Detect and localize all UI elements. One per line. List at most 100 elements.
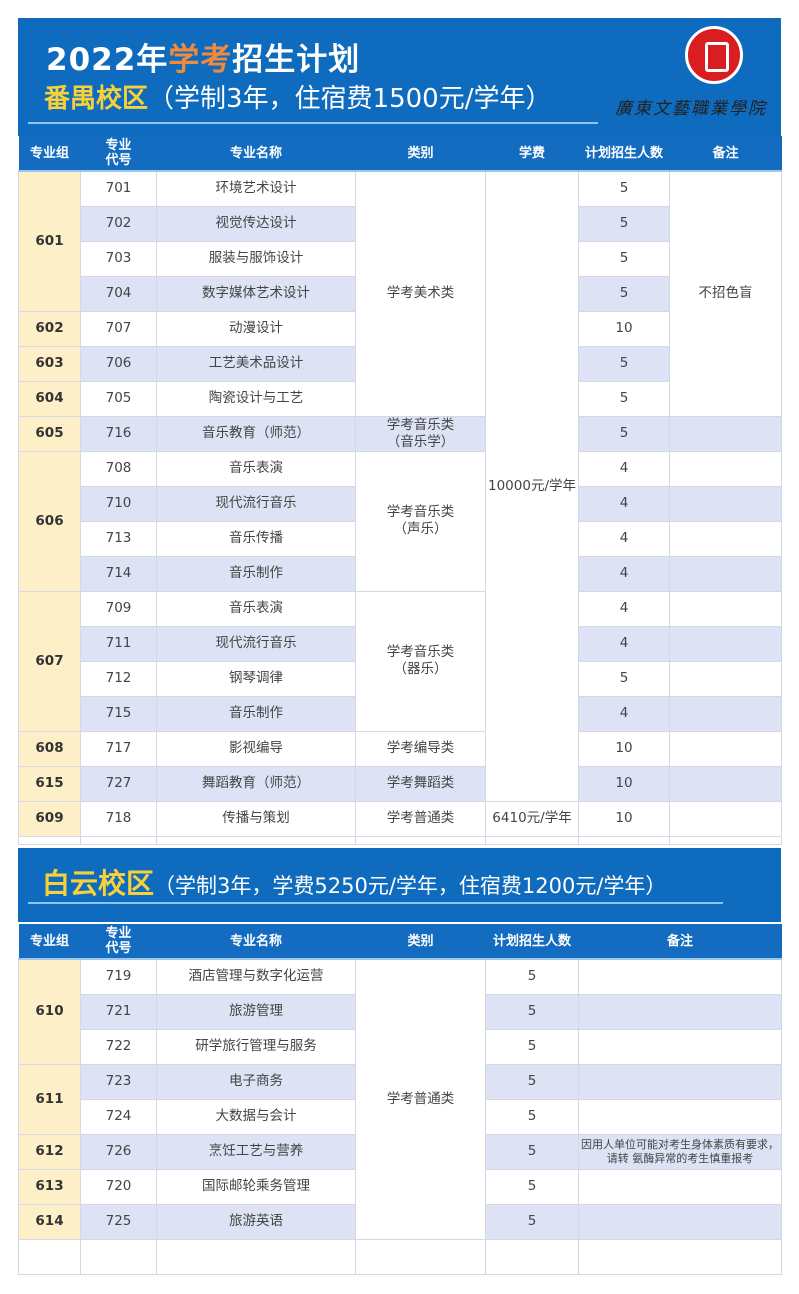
table-row: 712 钢琴调律 5 [19,660,782,697]
category: 学考音乐类 （器乐） [355,590,486,732]
column-header-label: 专业组 [29,145,69,161]
major-group: 613 [18,1168,81,1205]
column-header: 学费 [485,136,579,172]
table-row: 615 727 舞蹈教育（师范） 学考舞蹈类 10 [18,765,782,802]
major-code: 710 [80,485,157,522]
category: 学考普通类 [355,800,486,837]
enrollment-count: 5 [578,415,670,452]
enrollment-count: 4 [578,450,670,487]
school-calligraphy-logo: 廣東文藝職業學院 [615,99,767,119]
table-row: 721 旅游管理 5 [19,993,782,1030]
enrollment-count: 5 [485,993,579,1030]
major-group: 607 [18,590,81,732]
column-header-label: 备注 [712,145,739,161]
major-name: 国际邮轮乘务管理 [156,1168,356,1205]
table-row: 722 研学旅行管理与服务 5 [19,1028,782,1065]
major-code: 718 [80,800,157,837]
remark: 因用人单位可能对考生身体素质有要求，请转 氨酶异常的考生慎重报考 [578,1133,782,1170]
table-row: 607 709 音乐表演 学考音乐类 （器乐） 4 [18,590,782,732]
enrollment-count: 5 [578,240,670,277]
enrollment-count: 5 [578,275,670,312]
column-header: 专业代号 [80,924,157,960]
table-row: 603 706 工艺美术品设计 5 [18,345,782,382]
divider [28,902,723,904]
major-name: 舞蹈教育（师范） [156,765,356,802]
major-group: 612 [18,1133,81,1170]
category: 学考美术类 [355,170,486,417]
empty-cell [355,835,486,845]
major-code: 716 [80,415,157,452]
table-row: 608 717 影视编导 学考编导类 10 [18,730,782,767]
column-header-label: 专业组 [29,933,69,949]
empty-cell [156,1238,356,1275]
major-code: 705 [80,380,157,417]
table-row: 601 701 环境艺术设计 学考美术类 10000元/学年 5 不招色盲 [18,170,782,802]
empty-row [18,835,782,845]
enrollment-count: 5 [578,345,670,382]
major-name: 旅游英语 [156,1203,356,1240]
major-code: 702 [80,205,157,242]
empty-cell [80,835,157,845]
column-header-label: 学费 [518,145,545,161]
enrollment-count: 10 [578,310,670,347]
remark [669,800,782,837]
tuition: 10000元/学年 [485,170,579,802]
enrollment-count: 10 [578,730,670,767]
table-row: 715 音乐制作 4 [19,695,782,732]
major-code: 723 [80,1063,157,1100]
major-code: 720 [80,1168,157,1205]
table-row: 604 705 陶瓷设计与工艺 5 [18,380,782,417]
category: 学考音乐类 （音乐学） [355,415,486,452]
remark [669,450,782,487]
major-name: 数字媒体艺术设计 [156,275,356,312]
major-code: 706 [80,345,157,382]
banner-panyu: 2022年学考招生计划 番禺校区（学制3年，住宿费1500元/学年） 廣東文藝職… [18,18,781,136]
major-code: 703 [80,240,157,277]
column-header: 计划招生人数 [485,924,579,960]
remark [578,993,782,1030]
column-header: 专业组 [18,136,81,172]
table-row: 605 716 音乐教育（师范） 学考音乐类 （音乐学） 5 [18,415,782,452]
major-group: 601 [18,170,81,312]
tuition: 6410元/学年 [485,800,579,837]
remark [669,590,782,627]
table-row: 602 707 动漫设计 10 [18,310,782,347]
table-row: 713 音乐传播 4 [19,520,782,557]
enrollment-count: 10 [578,800,670,837]
enrollment-count: 5 [578,380,670,417]
major-name: 陶瓷设计与工艺 [156,380,356,417]
column-header-label: 类别 [407,145,434,161]
major-code: 711 [80,625,157,662]
major-group: 611 [18,1063,81,1135]
table-row: 614 725 旅游英语 5 [18,1203,782,1240]
category: 学考舞蹈类 [355,765,486,802]
column-header-label: 专业代号 [105,138,132,168]
school-logo-icon [685,26,743,84]
major-group: 614 [18,1203,81,1240]
remark [578,1028,782,1065]
major-name: 大数据与会计 [156,1098,356,1135]
table-row: 724 大数据与会计 5 [19,1098,782,1135]
banner-baiyun: 白云校区（学制3年，学费5250元/学年，住宿费1200元/学年） [18,848,781,922]
column-header: 专业名称 [156,924,356,960]
remark [669,555,782,592]
column-header-label: 计划招生人数 [492,933,571,949]
remark [578,1098,782,1135]
empty-cell [485,1238,579,1275]
table-row: 611 723 电子商务 5 [18,1063,782,1135]
column-header: 类别 [355,136,486,172]
major-name: 影视编导 [156,730,356,767]
remark [669,730,782,767]
column-header: 类别 [355,924,486,960]
major-code: 708 [80,450,157,487]
enrollment-count: 5 [578,205,670,242]
major-code: 726 [80,1133,157,1170]
category: 学考音乐类 （声乐） [355,450,486,592]
empty-row [18,1238,782,1275]
column-header-label: 备注 [666,933,693,949]
baiyun-table: 专业组 专业代号 专业名称 类别 计划招生人数 备注 610 719 酒店管理与数字化运营 学考普… [18,924,782,1275]
enrollment-count: 4 [578,520,670,557]
table-row: 606 708 音乐表演 学考音乐类 （声乐） 4 [18,450,782,592]
major-code: 721 [80,993,157,1030]
empty-cell [18,1238,81,1275]
